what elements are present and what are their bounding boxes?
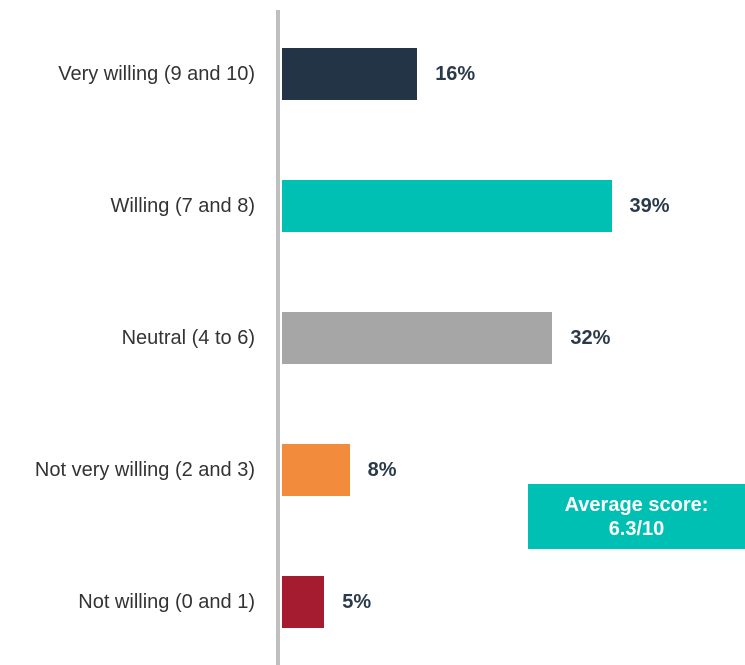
bar <box>282 180 612 232</box>
bar <box>282 48 418 100</box>
bar <box>282 576 325 628</box>
value-label: 16% <box>435 63 476 85</box>
value-label: 32% <box>570 327 611 349</box>
annotation-text: Average score: <box>564 493 709 516</box>
annotation-text: 6.3/10 <box>608 517 665 540</box>
axis-line <box>276 10 280 665</box>
category-label: Willing (7 and 8) <box>110 195 255 217</box>
bar <box>282 444 350 496</box>
category-label: Not very willing (2 and 3) <box>34 459 255 481</box>
category-label: Neutral (4 to 6) <box>121 327 255 349</box>
category-label: Not willing (0 and 1) <box>78 591 255 613</box>
value-label: 5% <box>342 591 372 613</box>
annotation-box: Average score: 6.3/10 <box>528 484 745 549</box>
value-label: 39% <box>629 195 670 217</box>
value-label: 8% <box>367 459 397 481</box>
category-label: Very willing (9 and 10) <box>58 63 255 85</box>
bar <box>282 312 553 364</box>
